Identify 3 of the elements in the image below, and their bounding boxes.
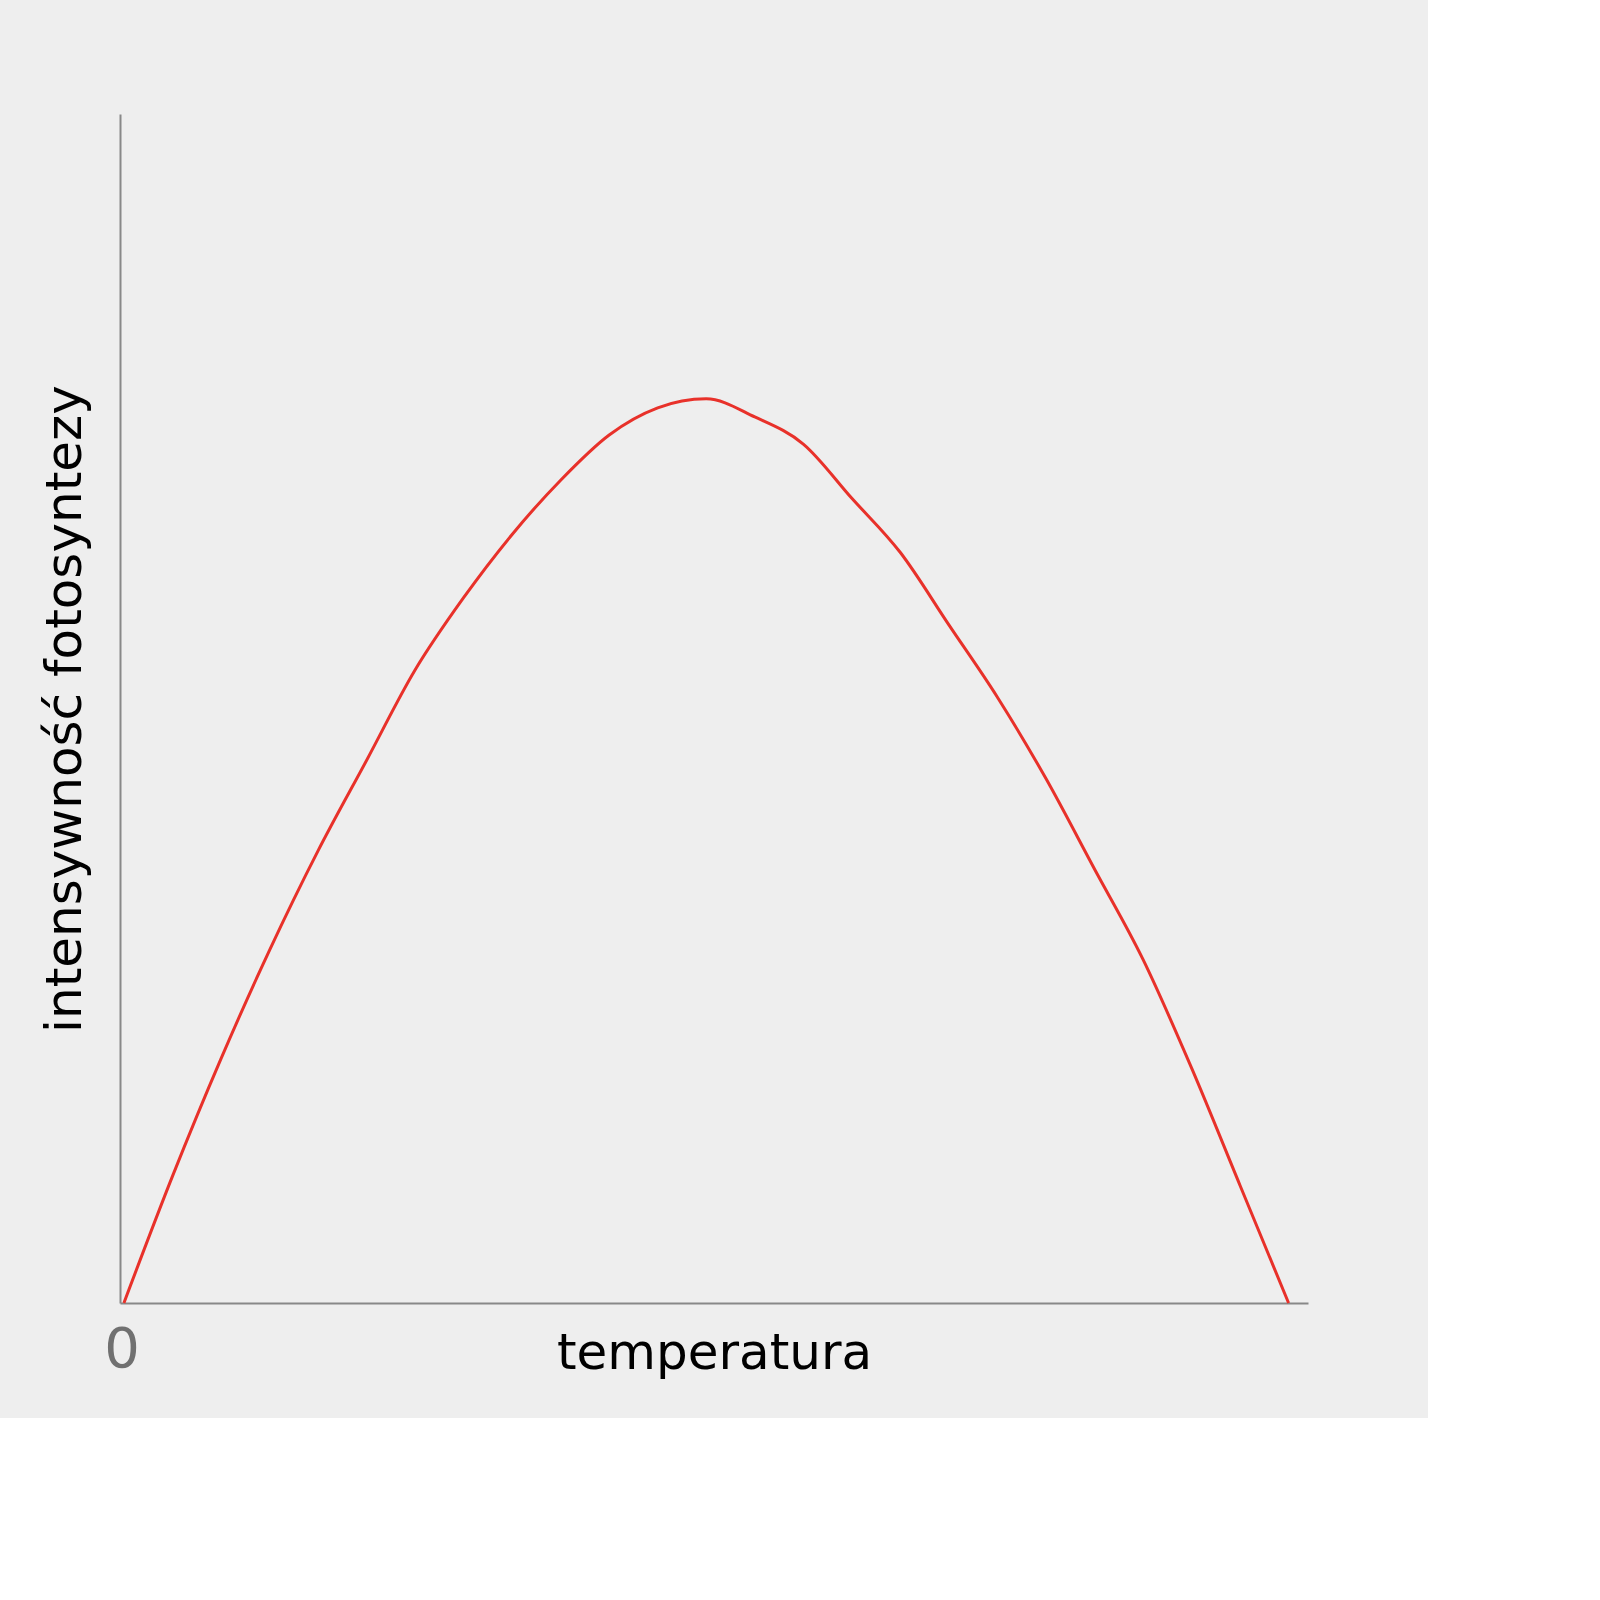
text: 0 [104, 1315, 140, 1380]
x-axis-title: temperatura [556, 1322, 873, 1381]
y-axis-title: intensywność fotosyntezy [34, 385, 93, 1033]
